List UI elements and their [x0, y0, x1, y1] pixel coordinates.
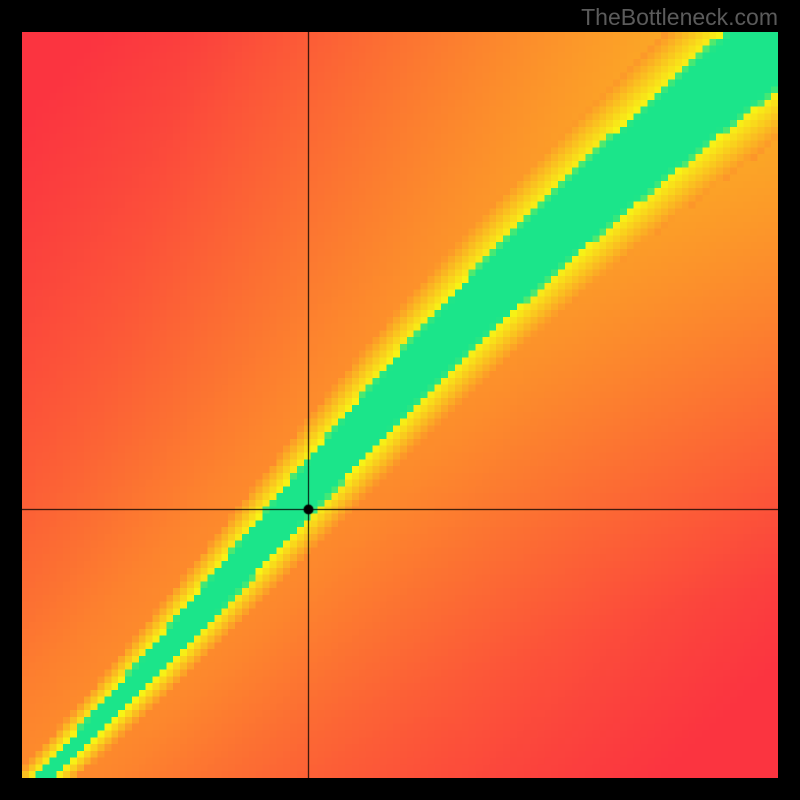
crosshair-overlay: [22, 32, 778, 778]
attribution-text: TheBottleneck.com: [581, 4, 778, 31]
